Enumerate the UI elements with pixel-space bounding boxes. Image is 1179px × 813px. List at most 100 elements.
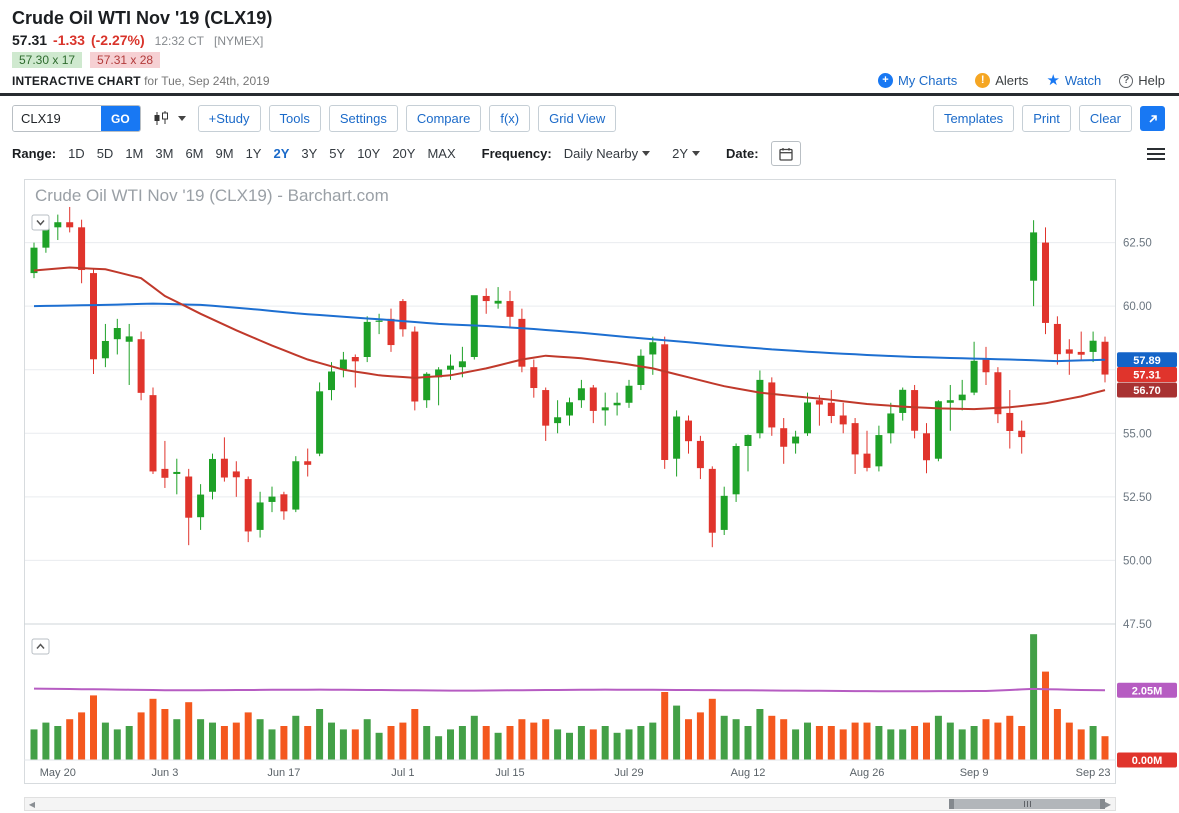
main-panel-collapse-button[interactable]	[31, 214, 50, 231]
candle-body	[827, 402, 835, 416]
volume-bar	[506, 726, 514, 760]
candle-body	[613, 402, 621, 406]
volume-bar	[328, 722, 335, 760]
range-option-max[interactable]: MAX	[427, 146, 456, 161]
date-picker-button[interactable]	[770, 141, 801, 166]
templates-button[interactable]: Templates	[932, 105, 1015, 132]
volume-bars	[30, 634, 1109, 760]
range-option-20y[interactable]: 20Y	[392, 146, 416, 161]
tools-button[interactable]: Tools	[268, 105, 321, 132]
add-study-button[interactable]: +Study	[197, 105, 261, 132]
candle-body	[518, 318, 526, 367]
fx-button[interactable]: f(x)	[489, 105, 531, 132]
grid-view-button[interactable]: Grid View	[538, 105, 617, 132]
range-option-10y[interactable]: 10Y	[357, 146, 381, 161]
candle-body	[911, 390, 919, 431]
candle-body	[137, 339, 145, 393]
ma-red-value: 56.70	[1133, 385, 1161, 397]
axis-value-badges: 57.89 57.31 56.70 2.05M 0.00M	[1117, 352, 1177, 768]
quote-line: 57.31 -1.33 (-2.27%) 12:32 CT [NYMEX]	[12, 32, 1165, 48]
candle-body	[720, 495, 728, 530]
volume-bar	[411, 709, 419, 760]
candle-body	[1030, 232, 1038, 281]
gridlines	[24, 242, 1116, 625]
ma-red-value-badge	[1117, 382, 1177, 398]
zoom-period-select[interactable]: 2Y	[672, 146, 701, 161]
range-option-1d[interactable]: 1D	[68, 146, 85, 161]
volume-bar	[720, 715, 728, 760]
settings-button[interactable]: Settings	[328, 105, 398, 132]
scrollbar-handle[interactable]	[949, 799, 1105, 809]
candle-body	[804, 402, 811, 434]
range-option-5d[interactable]: 5D	[96, 146, 114, 161]
quote-time: 12:32 CT	[154, 34, 205, 48]
volume-bar	[958, 729, 966, 760]
x-axis-label: Aug 26	[850, 767, 885, 779]
candlestick-icon	[154, 111, 168, 125]
candle-body	[447, 365, 454, 370]
print-button[interactable]: Print	[1022, 105, 1071, 132]
range-option-2y[interactable]: 2Y	[273, 146, 290, 161]
volume-bar	[387, 726, 395, 760]
range-option-1m[interactable]: 1M	[125, 146, 144, 161]
candle-body	[328, 371, 335, 391]
candle-body	[268, 496, 276, 502]
price-change-percent: (-2.27%)	[90, 32, 145, 48]
candle-body	[375, 320, 383, 322]
arrow-up-right-icon	[1148, 114, 1157, 123]
volume-bar	[101, 722, 109, 760]
last-price-value-badge	[1117, 367, 1177, 383]
scroll-left-icon[interactable]: ◀	[28, 799, 36, 809]
compare-button[interactable]: Compare	[405, 105, 482, 132]
candle-body	[173, 471, 181, 474]
volume-bar	[232, 722, 240, 760]
candle-body	[494, 300, 502, 304]
help-link[interactable]: ? Help	[1119, 73, 1165, 88]
panel-borders	[24, 179, 1116, 784]
candle-body	[1089, 340, 1097, 352]
candle-body	[708, 468, 716, 533]
chart-horizontal-scrollbar[interactable]: ◀ ▶	[24, 797, 1116, 811]
date-label: Date:	[726, 146, 759, 161]
volume-bar	[268, 729, 276, 760]
frequency-select[interactable]: Daily Nearby	[564, 146, 651, 161]
scroll-right-icon[interactable]: ▶	[1104, 799, 1112, 809]
clear-button[interactable]: Clear	[1078, 105, 1132, 132]
alerts-link[interactable]: ! Alerts	[975, 73, 1028, 88]
exchange-label: [NYMEX]	[214, 34, 264, 48]
symbol-input[interactable]	[13, 106, 101, 131]
candle-body	[1065, 349, 1073, 354]
candle-body	[458, 361, 466, 368]
range-option-1y[interactable]: 1Y	[245, 146, 262, 161]
candle-body	[732, 446, 740, 495]
volume-bar	[815, 726, 823, 760]
price-change: -1.33	[53, 32, 85, 48]
range-option-5y[interactable]: 5Y	[329, 146, 346, 161]
volume-bar	[899, 729, 907, 760]
volume-panel-collapse-button[interactable]	[31, 638, 50, 655]
candle-body	[387, 318, 395, 346]
range-option-6m[interactable]: 6M	[185, 146, 204, 161]
candle-body	[982, 359, 990, 373]
scrollbar-right-grip[interactable]	[1100, 799, 1105, 809]
scrollbar-left-grip[interactable]	[949, 799, 954, 809]
chart-menu-button[interactable]	[1147, 145, 1165, 163]
watch-link[interactable]: ★ Watch	[1046, 73, 1101, 88]
volume-bar	[351, 729, 359, 760]
go-button[interactable]: GO	[101, 106, 140, 131]
expand-chart-button[interactable]	[1140, 106, 1165, 131]
chart-type-button[interactable]	[149, 111, 190, 126]
range-option-9m[interactable]: 9M	[215, 146, 234, 161]
candle-body	[601, 407, 609, 411]
range-option-3y[interactable]: 3Y	[301, 146, 318, 161]
volume-bar	[423, 726, 431, 760]
moving-average-red	[33, 266, 1106, 411]
volume-bar	[780, 719, 788, 760]
my-charts-link[interactable]: + My Charts	[877, 73, 957, 88]
volume-bar	[1089, 726, 1097, 760]
range-option-3m[interactable]: 3M	[155, 146, 174, 161]
volume-bar	[661, 692, 669, 760]
section-label: INTERACTIVE CHART for Tue, Sep 24th, 201…	[12, 74, 270, 88]
